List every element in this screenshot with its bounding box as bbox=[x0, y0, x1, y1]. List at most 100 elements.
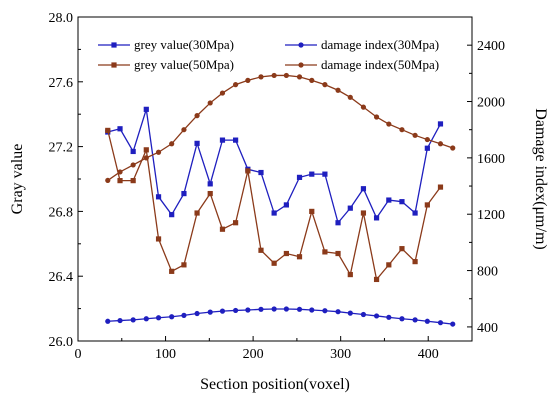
legend-marker bbox=[298, 62, 304, 68]
data-point bbox=[258, 74, 264, 80]
data-point bbox=[424, 136, 430, 143]
right-y-axis-ticks: 400 800 1200 1600 2000 2400 bbox=[467, 39, 505, 336]
data-point bbox=[450, 321, 456, 327]
data-point bbox=[335, 220, 341, 226]
data-point bbox=[155, 149, 162, 155]
data-point bbox=[117, 126, 123, 132]
data-point bbox=[258, 306, 264, 312]
legend-item: damage index(50Mpa) bbox=[285, 57, 439, 72]
data-point bbox=[233, 82, 239, 88]
data-point bbox=[117, 317, 123, 324]
data-point bbox=[322, 171, 328, 177]
data-point bbox=[245, 307, 251, 313]
series-line bbox=[107, 74, 453, 181]
left-y-axis-label: Gray value bbox=[9, 144, 26, 215]
right-y-tick-label: 2400 bbox=[477, 39, 505, 54]
series-1 bbox=[105, 127, 444, 283]
data-point bbox=[322, 308, 328, 314]
right-y-tick-label: 400 bbox=[477, 321, 498, 336]
data-point bbox=[181, 190, 187, 197]
data-point bbox=[309, 171, 315, 177]
data-point bbox=[296, 254, 303, 260]
data-point bbox=[360, 104, 367, 110]
data-point bbox=[105, 318, 111, 324]
data-point bbox=[373, 276, 380, 283]
data-point bbox=[399, 316, 405, 322]
data-point bbox=[386, 262, 392, 268]
data-point bbox=[130, 317, 136, 323]
data-point bbox=[155, 315, 162, 321]
data-point bbox=[219, 90, 226, 96]
right-y-axis-label: Damage index(μm/m) bbox=[532, 108, 549, 249]
data-point bbox=[399, 199, 405, 205]
data-point bbox=[181, 312, 187, 318]
data-point bbox=[424, 318, 430, 324]
data-point bbox=[309, 77, 315, 83]
series-0 bbox=[105, 106, 444, 226]
left-y-tick-label: 26.8 bbox=[49, 205, 74, 220]
data-point bbox=[169, 268, 175, 274]
data-point bbox=[386, 197, 392, 203]
data-point bbox=[373, 114, 380, 120]
data-point bbox=[219, 226, 226, 232]
data-point bbox=[322, 249, 328, 255]
legend-label: damage index(30Mpa) bbox=[321, 37, 439, 52]
series-line bbox=[107, 109, 442, 225]
data-point bbox=[412, 317, 418, 323]
data-point bbox=[271, 72, 277, 79]
left-y-axis-ticks: 26.0 26.4 26.8 27.2 27.6 28.0 bbox=[49, 11, 83, 350]
data-point bbox=[155, 236, 162, 242]
x-tick-label: 400 bbox=[418, 347, 439, 362]
data-point bbox=[437, 184, 444, 190]
data-point bbox=[258, 247, 264, 253]
data-point bbox=[437, 121, 444, 127]
series-layer bbox=[105, 72, 456, 327]
data-point bbox=[130, 178, 136, 184]
data-point bbox=[335, 250, 341, 257]
data-point bbox=[386, 314, 392, 320]
x-axis-label: Section position(voxel) bbox=[200, 376, 350, 393]
data-point bbox=[283, 306, 289, 312]
data-point bbox=[271, 210, 277, 216]
data-point bbox=[424, 145, 430, 151]
data-point bbox=[194, 140, 200, 146]
data-point bbox=[360, 210, 367, 216]
series-line bbox=[107, 308, 453, 325]
x-axis-ticks: 0 100 200 300 400 bbox=[75, 336, 439, 362]
data-point bbox=[322, 82, 328, 88]
left-y-tick-label: 28.0 bbox=[49, 11, 74, 26]
data-point bbox=[105, 177, 111, 184]
x-tick-label: 300 bbox=[330, 347, 351, 362]
data-point bbox=[169, 141, 175, 147]
data-point bbox=[219, 308, 226, 314]
data-point bbox=[412, 210, 418, 216]
data-point bbox=[437, 320, 444, 326]
data-point bbox=[194, 310, 200, 317]
data-point bbox=[194, 210, 200, 216]
right-y-tick-label: 2000 bbox=[477, 96, 505, 111]
data-point bbox=[169, 212, 175, 218]
data-point bbox=[309, 208, 315, 214]
series-3 bbox=[105, 72, 456, 184]
x-tick-label: 100 bbox=[155, 347, 176, 362]
data-point bbox=[233, 220, 239, 226]
right-y-tick-label: 1600 bbox=[477, 152, 505, 167]
data-point bbox=[424, 202, 430, 208]
data-point bbox=[130, 162, 136, 168]
legend-label: damage index(50Mpa) bbox=[321, 57, 439, 72]
data-point bbox=[296, 174, 303, 180]
data-point bbox=[169, 314, 175, 320]
data-point bbox=[283, 250, 289, 257]
data-point bbox=[360, 186, 367, 192]
data-point bbox=[412, 259, 418, 265]
data-point bbox=[143, 106, 149, 112]
data-point bbox=[309, 307, 315, 313]
data-point bbox=[155, 194, 162, 200]
data-point bbox=[271, 260, 277, 266]
left-y-tick-label: 26.4 bbox=[49, 270, 74, 285]
data-point bbox=[283, 202, 289, 208]
legend-item: damage index(30Mpa) bbox=[285, 37, 439, 52]
data-point bbox=[130, 148, 136, 155]
data-point bbox=[399, 127, 405, 133]
